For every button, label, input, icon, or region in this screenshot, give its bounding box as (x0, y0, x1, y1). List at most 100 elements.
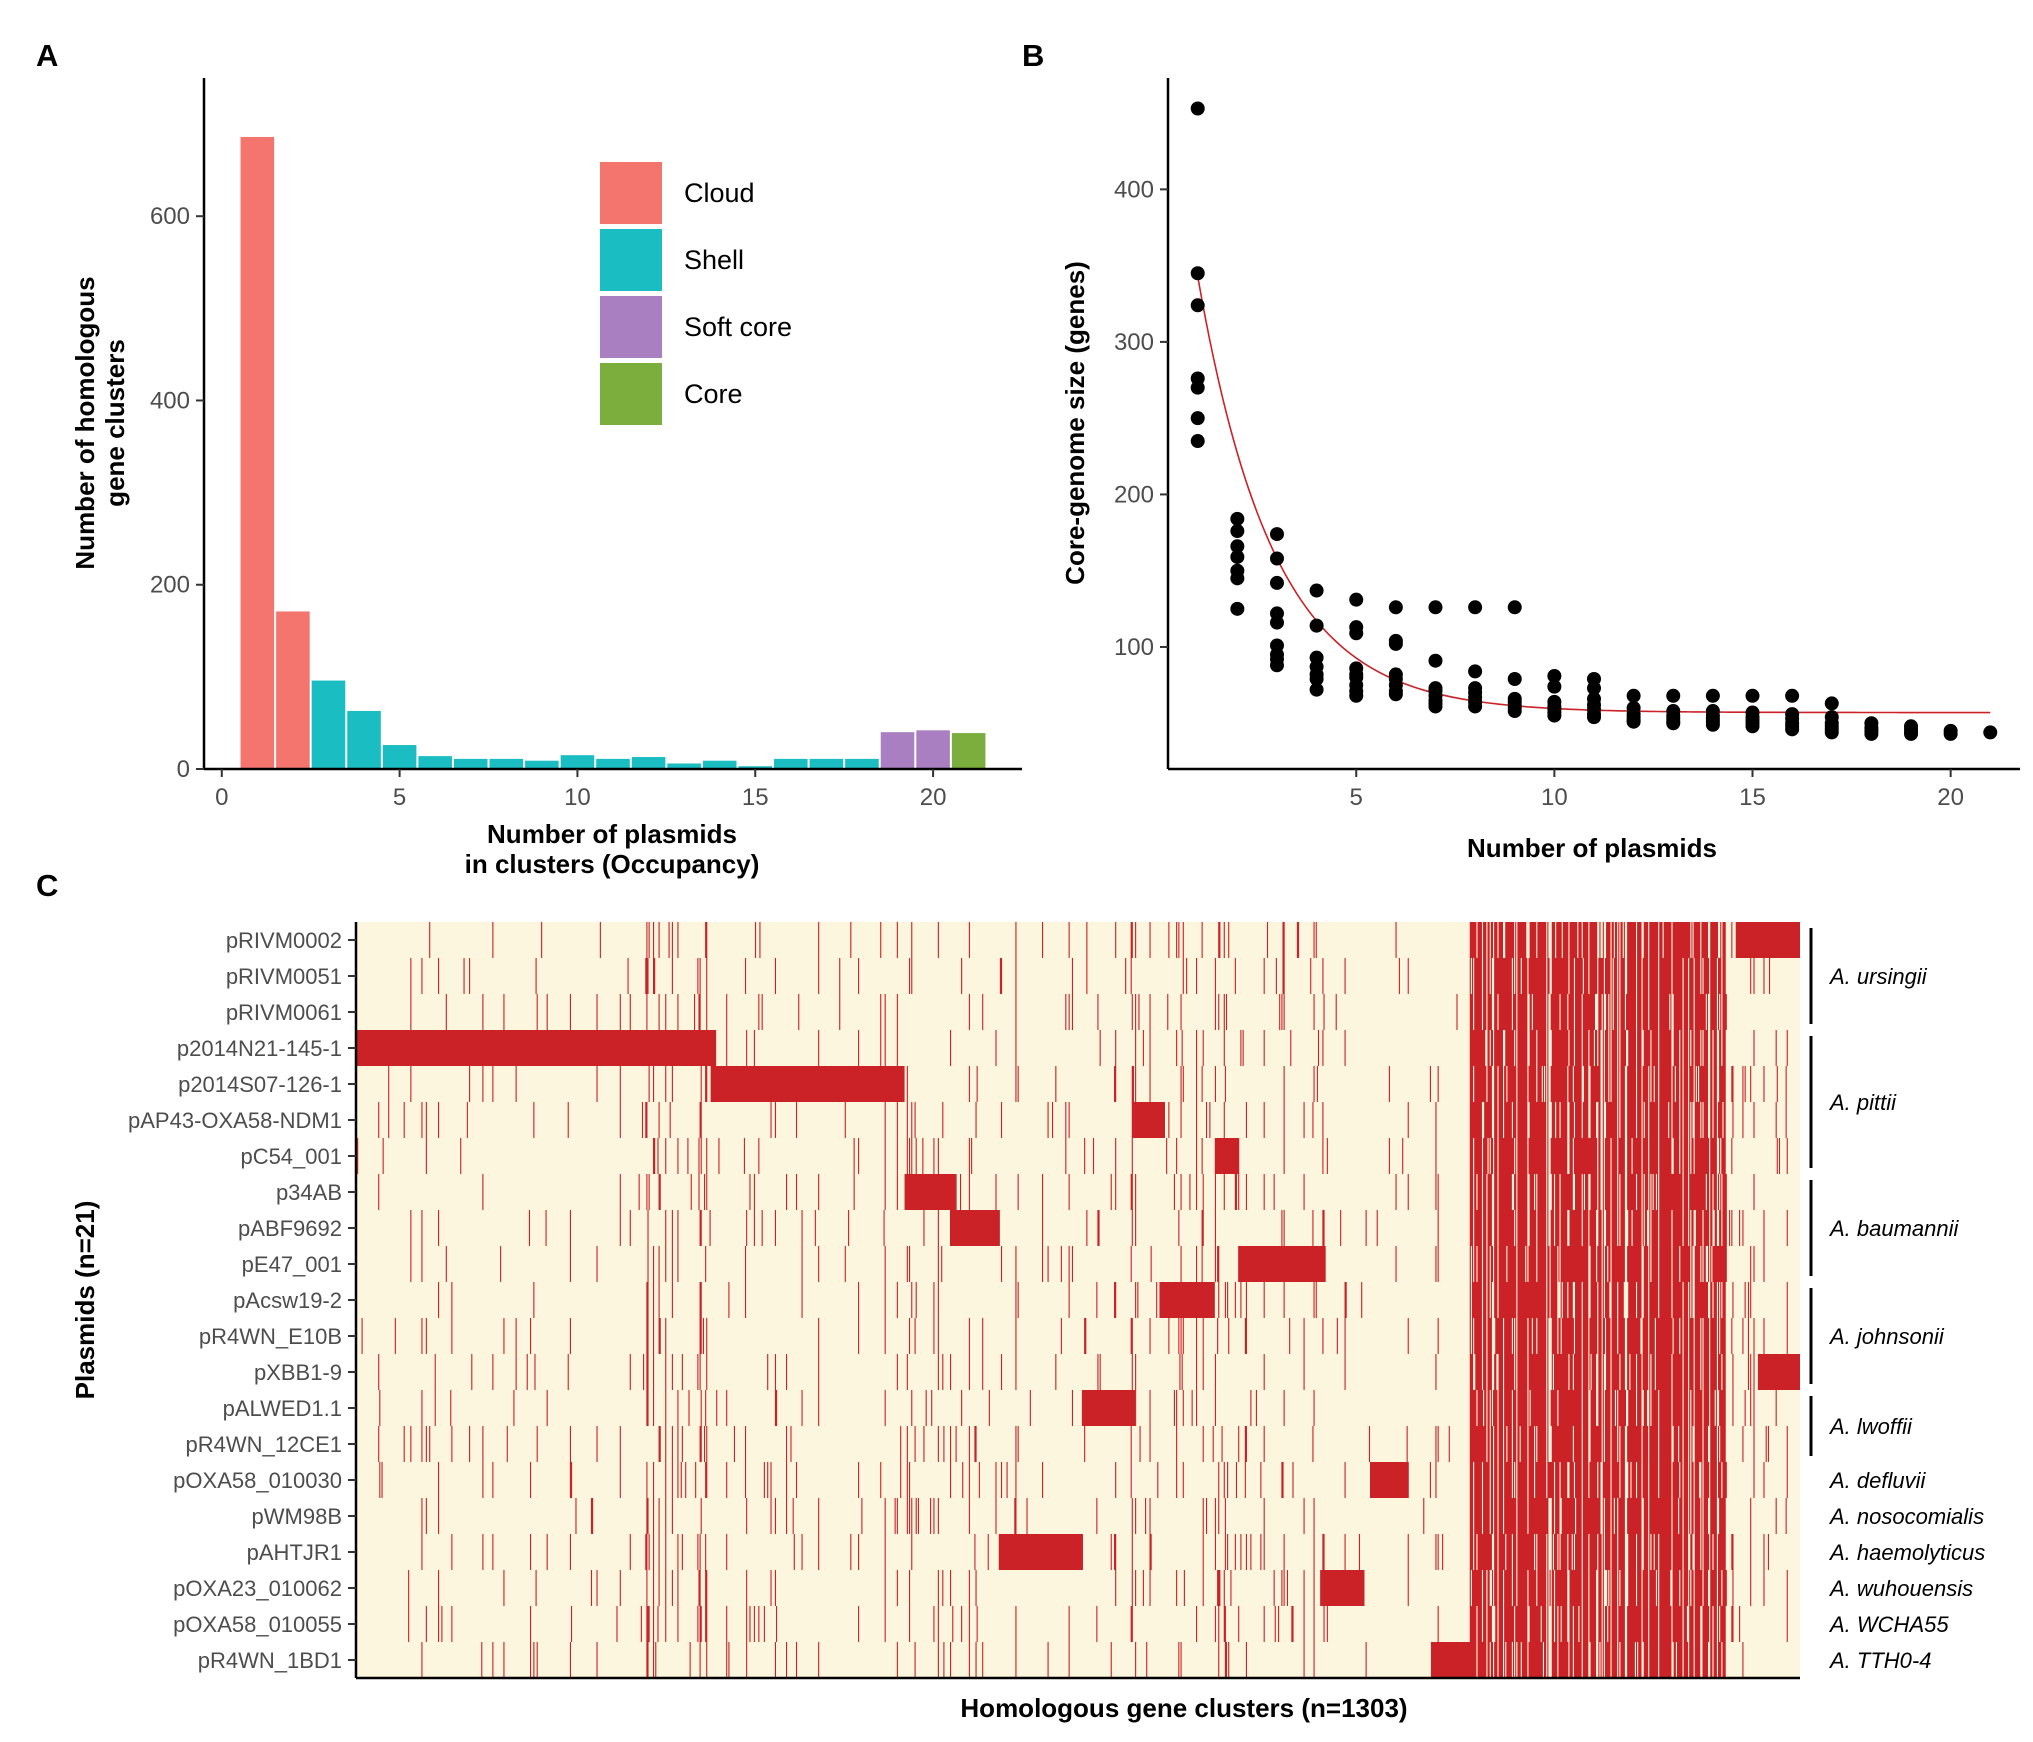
heatmap-cell (1659, 922, 1663, 958)
heatmap-cell (1474, 1318, 1482, 1354)
heatmap-cell (1157, 1462, 1159, 1498)
heatmap-cell (1322, 1102, 1324, 1138)
heatmap-cell (1551, 1354, 1553, 1390)
heatmap-cell (1535, 1534, 1537, 1570)
heatmap-cell (1713, 1642, 1717, 1678)
heatmap-cell (1659, 1462, 1672, 1498)
heatmap-cell (1494, 1246, 1498, 1282)
heatmap-cell (706, 994, 708, 1030)
heatmap-cell (1547, 1318, 1549, 1354)
heatmap-cell (1573, 1138, 1598, 1174)
core-genome-point (1190, 380, 1205, 395)
heatmap-cell (1659, 1210, 1672, 1246)
heatmap-cell (1763, 1246, 1765, 1282)
heatmap-cell (421, 1318, 423, 1354)
heatmap-cell (665, 1606, 667, 1642)
heatmap-cell (460, 1138, 462, 1174)
heatmap-cell (1722, 1210, 1727, 1246)
heatmap-cell (1649, 1318, 1655, 1354)
heatmap-cell (1283, 1570, 1285, 1606)
heatmap-cell (596, 1426, 598, 1462)
heatmap-cell (1654, 1534, 1659, 1570)
heatmap-cell (421, 958, 423, 994)
heatmap-cell (1744, 1066, 1746, 1102)
heatmap-cell (669, 1102, 671, 1138)
heatmap-cell (410, 958, 412, 994)
heatmap-cell (687, 1138, 689, 1174)
heatmap-cell (1490, 1462, 1494, 1498)
heatmap-cell (492, 1066, 494, 1102)
heatmap-cell (1609, 994, 1611, 1030)
heatmap-cell (1115, 1570, 1117, 1606)
heatmap-cell (1694, 1390, 1703, 1426)
heatmap-cell (1689, 1282, 1691, 1318)
heatmap-cell (1529, 1606, 1541, 1642)
heatmap-cell (1635, 1642, 1638, 1678)
heatmap-cell (1703, 1498, 1709, 1534)
heatmap-cell (1551, 1642, 1558, 1678)
heatmap-cell (1575, 1282, 1582, 1318)
heatmap-cell (1649, 1282, 1659, 1318)
heatmap-cell (914, 1318, 916, 1354)
heatmap-cell (1477, 1390, 1484, 1426)
heatmap-cell (410, 1426, 412, 1462)
heatmap-cell (421, 1210, 423, 1246)
heatmap-cell (1435, 1534, 1437, 1570)
heatmap-cell (923, 1210, 925, 1246)
heatmap-cell (646, 1462, 648, 1498)
heatmap-cell (1679, 1498, 1683, 1534)
heatmap-cell (1550, 1390, 1558, 1426)
heatmap-cell (438, 958, 440, 994)
heatmap-cell (1649, 1174, 1651, 1210)
heatmap-cell (1689, 1606, 1694, 1642)
heatmap-cell (1739, 1210, 1741, 1246)
heatmap-cell (1753, 1354, 1755, 1390)
heatmap-cell (744, 1246, 747, 1282)
heatmap-cell (906, 1066, 908, 1102)
heatmap-cell (677, 1462, 679, 1498)
heatmap-cell (1435, 1102, 1437, 1138)
heatmap-cell (818, 1246, 820, 1282)
heatmap-cell (1456, 994, 1458, 1030)
heatmap-cell (1214, 1354, 1216, 1390)
heatmap-cell (911, 922, 913, 958)
heatmap-cell (1582, 1030, 1589, 1066)
heatmap-cell (1086, 1210, 1088, 1246)
heatmap-cell (1659, 1426, 1672, 1462)
heatmap-cell (1202, 1354, 1204, 1390)
legend-swatch-cloud (600, 162, 662, 224)
heatmap-cell (1560, 1102, 1568, 1138)
row-label-pR4WN_E10B: pR4WN_E10B (199, 1324, 342, 1349)
heatmap-cell (818, 1354, 820, 1390)
heatmap-cell (1517, 1498, 1528, 1534)
heatmap-cell (1618, 1066, 1620, 1102)
heatmap-cell (1642, 1354, 1649, 1390)
heatmap-cell (1487, 958, 1490, 994)
heatmap-cell (1517, 1246, 1526, 1282)
heatmap-cell (394, 1318, 396, 1354)
heatmap-cell (818, 1642, 820, 1678)
heatmap-cell (1517, 1354, 1528, 1390)
heatmap-cell (1490, 1138, 1494, 1174)
heatmap-cell (858, 1318, 860, 1354)
heatmap-cell (1047, 1102, 1049, 1138)
heatmap-cell (1547, 1282, 1550, 1318)
heatmap-cell (1542, 1066, 1544, 1102)
heatmap-cell (995, 1498, 997, 1534)
heatmap-cell (1263, 1102, 1265, 1138)
heatmap-cell (1558, 1390, 1582, 1426)
bar-occupancy-9 (525, 760, 559, 769)
heatmap-cell (541, 922, 543, 958)
heatmap-cell (1029, 1390, 1031, 1426)
heatmap-cell (1717, 1318, 1720, 1354)
heatmap-cell (1015, 1606, 1017, 1642)
heatmap-cell (1176, 922, 1178, 958)
heatmap-cell (425, 1426, 427, 1462)
heatmap-cell (1643, 922, 1649, 958)
x-tick-label: 15 (742, 784, 769, 811)
heatmap-cell (529, 1606, 532, 1642)
heatmap-cell (1283, 1138, 1285, 1174)
heatmap-cell (911, 1102, 913, 1138)
heatmap-cell (1590, 1390, 1597, 1426)
heatmap-cell (1303, 1606, 1305, 1642)
